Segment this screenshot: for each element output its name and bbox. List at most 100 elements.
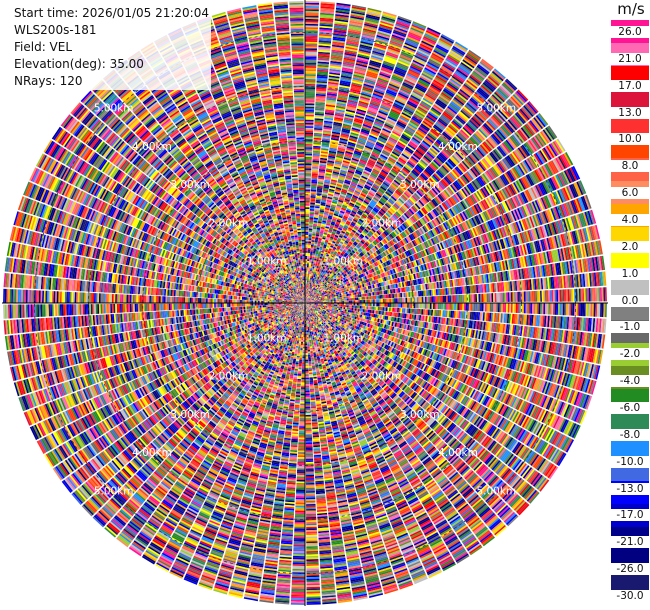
- velocity-gate: [305, 35, 318, 37]
- velocity-gate: [305, 149, 312, 151]
- velocity-gate: [308, 254, 310, 256]
- velocity-gate: [306, 287, 307, 289]
- velocity-gate: [305, 76, 316, 78]
- velocity-gate: [305, 136, 313, 138]
- velocity-gate: [309, 266, 311, 268]
- velocity-gate: [308, 246, 311, 248]
- velocity-gate: [309, 222, 313, 224]
- velocity-gate: [308, 245, 311, 247]
- velocity-gate: [309, 276, 311, 278]
- velocity-gate: [305, 160, 312, 162]
- velocity-gate: [305, 79, 316, 81]
- velocity-gate: [307, 269, 309, 271]
- velocity-gate: [307, 271, 309, 273]
- velocity-gate: [305, 68, 316, 70]
- velocity-gate: [305, 73, 316, 75]
- velocity-gate: [305, 99, 315, 101]
- velocity-gate: [305, 30, 318, 32]
- velocity-gate: [311, 266, 313, 268]
- velocity-gate: [305, 43, 317, 45]
- velocity-gate: [308, 269, 310, 271]
- velocity-gate: [308, 274, 310, 276]
- velocity-gate: [305, 217, 309, 219]
- velocity-gate: [305, 212, 309, 214]
- velocity-gate: [308, 250, 311, 252]
- velocity-gate: [305, 107, 314, 109]
- velocity-gate: [310, 211, 314, 213]
- velocity-gate: [305, 16, 319, 18]
- velocity-gate: [306, 279, 307, 281]
- velocity-gate: [307, 256, 309, 258]
- velocity-gate: [305, 230, 308, 232]
- velocity-gate: [305, 84, 315, 86]
- velocity-gate: [310, 273, 312, 275]
- velocity-gate: [310, 258, 312, 260]
- velocity-gate: [305, 131, 313, 133]
- velocity-gate: [305, 9, 319, 11]
- velocity-gate: [305, 45, 317, 47]
- velocity-gate: [305, 124, 313, 126]
- velocity-gate: [305, 147, 312, 149]
- velocity-gate: [305, 191, 310, 193]
- velocity-gate: [305, 165, 312, 167]
- velocity-gate: [305, 14, 319, 16]
- velocity-gate: [305, 129, 313, 131]
- velocity-gate: [310, 269, 312, 271]
- velocity-gate: [305, 159, 312, 161]
- velocity-gate: [308, 281, 309, 283]
- velocity-gate: [305, 120, 314, 122]
- velocity-gate: [305, 51, 317, 53]
- velocity-gate: [305, 180, 311, 182]
- velocity-gate: [305, 60, 317, 62]
- velocity-gate: [305, 115, 314, 117]
- velocity-gate: [305, 172, 311, 174]
- velocity-gate: [305, 133, 313, 135]
- velocity-gate: [305, 123, 314, 125]
- velocity-gate: [307, 282, 308, 284]
- velocity-gate: [308, 276, 310, 278]
- velocity-gate: [305, 34, 318, 36]
- velocity-gate: [311, 247, 314, 249]
- velocity-gate: [309, 233, 312, 235]
- velocity-gate: [305, 48, 317, 50]
- velocity-gate: [305, 50, 317, 52]
- velocity-gate: [305, 207, 310, 209]
- velocity-gate: [305, 225, 309, 227]
- velocity-gate: [306, 284, 307, 286]
- velocity-gate: [308, 251, 311, 253]
- velocity-gate: [308, 238, 311, 240]
- velocity-gate: [306, 280, 307, 282]
- velocity-gate: [310, 278, 312, 280]
- velocity-gate: [310, 209, 315, 211]
- velocity-gate: [309, 261, 311, 263]
- velocity-gate: [307, 267, 309, 269]
- velocity-gate: [307, 258, 309, 260]
- velocity-gate: [310, 256, 312, 258]
- velocity-gate: [305, 25, 318, 27]
- velocity-gate: [309, 259, 311, 261]
- velocity-gate: [307, 280, 308, 282]
- velocity-gate: [310, 253, 313, 255]
- velocity-gate: [305, 8, 319, 10]
- velocity-gate: [309, 224, 313, 226]
- velocity-gate: [310, 268, 312, 270]
- velocity-gate: [305, 224, 309, 226]
- velocity-gate: [311, 245, 314, 247]
- velocity-gate: [305, 162, 312, 164]
- velocity-gate: [305, 55, 317, 57]
- velocity-gate: [309, 264, 311, 266]
- velocity-gate: [308, 240, 311, 242]
- velocity-gate: [307, 261, 309, 263]
- velocity-gate: [310, 276, 312, 278]
- velocity-gate: [305, 202, 310, 204]
- velocity-gate: [305, 173, 311, 175]
- velocity-gate: [305, 95, 315, 97]
- velocity-gate: [309, 227, 313, 229]
- velocity-gate: [307, 272, 309, 274]
- velocity-gate: [309, 230, 313, 232]
- velocity-gate: [305, 128, 313, 130]
- velocity-gate: [305, 185, 311, 187]
- velocity-gate: [308, 237, 311, 239]
- velocity-gate: [305, 1, 319, 3]
- velocity-gate: [305, 144, 313, 146]
